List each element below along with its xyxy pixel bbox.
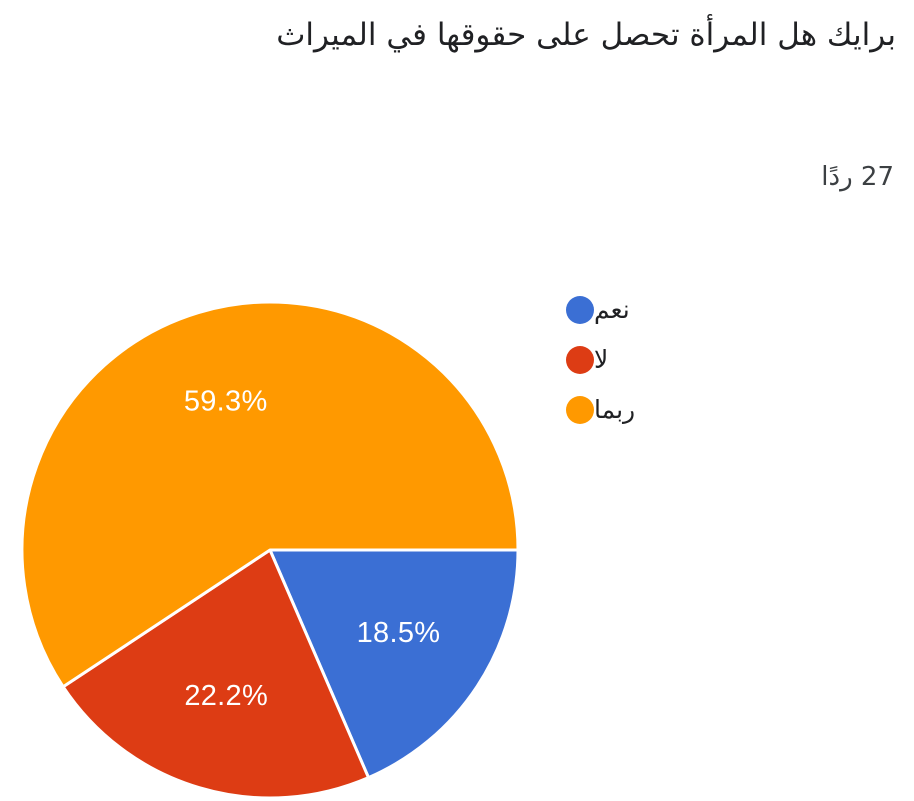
legend-label-yes: نعم bbox=[594, 295, 630, 324]
circle-swatch-icon bbox=[566, 296, 594, 324]
legend-item-maybe[interactable]: ربما bbox=[566, 396, 786, 424]
pie-slice[interactable] bbox=[20, 300, 520, 689]
legend-label-no: لا bbox=[594, 345, 609, 374]
chart-legend: نعم لا ربما bbox=[566, 296, 786, 446]
legend-item-no[interactable]: لا bbox=[566, 346, 786, 374]
pie-chart-svg: 18.5% 22.2% 59.3% bbox=[20, 300, 520, 800]
circle-swatch-icon bbox=[566, 346, 594, 374]
circle-swatch-icon bbox=[566, 396, 594, 424]
response-count-label: 27 ردًا bbox=[821, 162, 894, 192]
legend-label-maybe: ربما bbox=[594, 395, 636, 424]
pie-slice-label: 18.5% bbox=[357, 617, 441, 649]
chart-title: برايك هل المرأة تحصل على حقوقها في المير… bbox=[276, 17, 896, 53]
pie-slice-label: 22.2% bbox=[184, 680, 268, 712]
pie-slice[interactable] bbox=[61, 548, 370, 800]
pie-slice[interactable] bbox=[268, 548, 520, 780]
pie-label-group: 18.5% 22.2% 59.3% bbox=[184, 385, 441, 712]
pie-chart-area: 18.5% 22.2% 59.3% bbox=[0, 230, 914, 801]
pie-slice-label: 59.3% bbox=[184, 385, 268, 417]
pie-slice-group bbox=[20, 300, 520, 800]
legend-item-yes[interactable]: نعم bbox=[566, 296, 786, 324]
